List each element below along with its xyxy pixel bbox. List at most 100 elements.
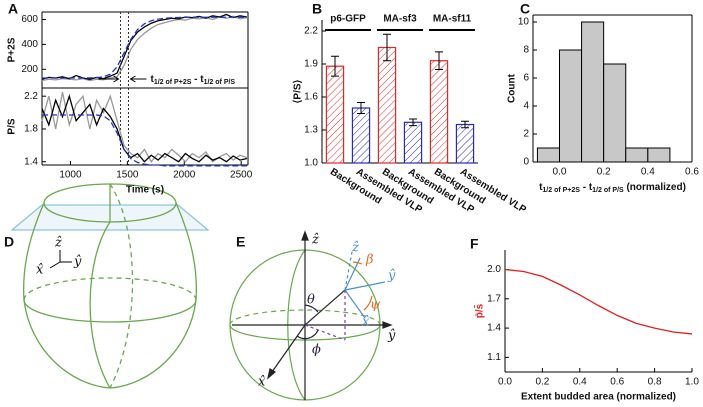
axis-label: x̂ (258, 375, 266, 390)
y-axis-title: ⟨P/S⟩ (293, 79, 304, 103)
phi-arc (296, 329, 319, 340)
x-tick-label: 1.0 (685, 377, 699, 388)
axis-label: ŷ (73, 255, 82, 270)
x-axis-title: Extent budded area (normalized) (521, 392, 676, 403)
radius (304, 289, 346, 326)
x-tick-label: 1000 (59, 170, 82, 181)
x-tick-label: 0.8 (648, 377, 662, 388)
bar (325, 65, 345, 164)
series-line (41, 93, 248, 163)
error-bar (461, 120, 469, 129)
panel-label: E (236, 234, 245, 250)
group-label: MA-sf3 (383, 14, 417, 25)
label-part: 1/2 of P+2S (154, 79, 192, 86)
body-axis-label: x̂ (362, 315, 370, 330)
annotation: t1/2 of P+2S - t1/2 of P/S (150, 74, 235, 86)
label-part: - t (191, 74, 204, 85)
label-part: 1/2 of P/S (592, 187, 624, 194)
label-part: t (539, 182, 543, 193)
angle-label: ψ (370, 298, 381, 313)
x-tick-label: 0.4 (573, 377, 587, 388)
arrow (382, 321, 393, 329)
x-tick-label: 0.2 (597, 167, 611, 178)
bar (351, 107, 371, 164)
equator-front (23, 299, 197, 323)
y-tick-label: 1.1 (487, 352, 501, 363)
beta-arc (352, 261, 363, 265)
theta-arc (304, 304, 319, 313)
meridian-front (89, 221, 111, 389)
projection (304, 324, 346, 341)
histogram-bar (581, 21, 605, 163)
diagram-e: E ẑ ŷ x̂ θ ϕ β ψ ẑ ŷ x̂ (229, 230, 396, 401)
bar (429, 60, 449, 164)
x-tick-label: 0.6 (685, 167, 699, 178)
panel-label: A (8, 1, 18, 17)
body-axis-label: ŷ (387, 269, 396, 284)
x-tick-label: 0.0 (553, 167, 567, 178)
series-line (41, 15, 247, 82)
angle-label: θ (307, 293, 315, 308)
label-part: - t (580, 182, 593, 193)
error-bar (331, 55, 339, 77)
y-axis-title: p̄/s̄ (473, 303, 485, 318)
arrow (301, 230, 309, 241)
group-label: MA-sf11 (433, 14, 472, 25)
equator-back (229, 309, 381, 326)
y-tick-label: 1.9 (304, 59, 318, 70)
series-line (42, 16, 247, 79)
ref-axis (344, 251, 353, 291)
y-tick-label: 2.2 (304, 26, 318, 37)
axis-label: x̂ (36, 263, 44, 278)
psi-arc (363, 295, 373, 311)
y-tick-label: 1.4 (487, 323, 501, 334)
error-bar (409, 118, 417, 127)
x-tick-label: 0.2 (535, 377, 549, 388)
axis-label: ẑ (54, 236, 62, 251)
y-tick-label: 2.0 (487, 264, 501, 275)
histogram-bar (625, 147, 649, 163)
y-tick-label: 1.4 (24, 156, 38, 167)
x-tick-label: 1500 (116, 170, 139, 181)
histogram-bar (647, 147, 671, 163)
bar (403, 121, 423, 164)
diagram-d: D ẑ x̂ ŷ (4, 183, 210, 389)
y-tick-label: 1.8 (24, 124, 38, 135)
equator-back (23, 277, 197, 301)
x-axis-title: Time (s) (126, 185, 164, 196)
error-bar (435, 51, 443, 70)
x-tick-label: 2000 (173, 170, 196, 181)
sphere-outline (23, 202, 197, 389)
histogram-bar (603, 63, 627, 163)
label-part: (normalized) (624, 182, 686, 193)
y-axis-title: P/S (7, 118, 18, 134)
x-axis-title: t1/2 of P+2S - t1/2 of P/S (normalized) (539, 182, 686, 194)
panel-label: B (312, 1, 322, 17)
histogram-bar (559, 49, 583, 163)
y-tick-label: 8 (523, 45, 529, 56)
body-x (344, 289, 366, 319)
x-tick-label: 0.0 (498, 377, 512, 388)
angle-label: β (365, 253, 374, 268)
body-axis-label: ẑ (351, 241, 359, 256)
y-tick-label: 1.7 (487, 293, 501, 304)
y-axis-title: Count (507, 73, 518, 103)
error-bar (383, 33, 391, 62)
y-tick-label: 1.6 (304, 92, 318, 103)
x-tick-label: 0.4 (641, 167, 655, 178)
x-tick-label: 2500 (230, 170, 253, 181)
arrow (267, 368, 277, 380)
label-part: t (150, 74, 154, 85)
arrow (98, 75, 120, 83)
y-tick-label: 1.0 (304, 158, 318, 169)
series-line (41, 13, 247, 80)
panel-label: D (4, 234, 14, 250)
y-tick-label: 400 (21, 39, 38, 50)
axis-label: ŷ (387, 329, 396, 344)
label-part: 1/2 of P/S (204, 79, 236, 86)
histogram-bar (536, 147, 561, 163)
series-line (41, 91, 248, 163)
angle-label: ϕ (312, 343, 321, 358)
meridian-back (109, 183, 134, 389)
series-line (504, 268, 693, 335)
